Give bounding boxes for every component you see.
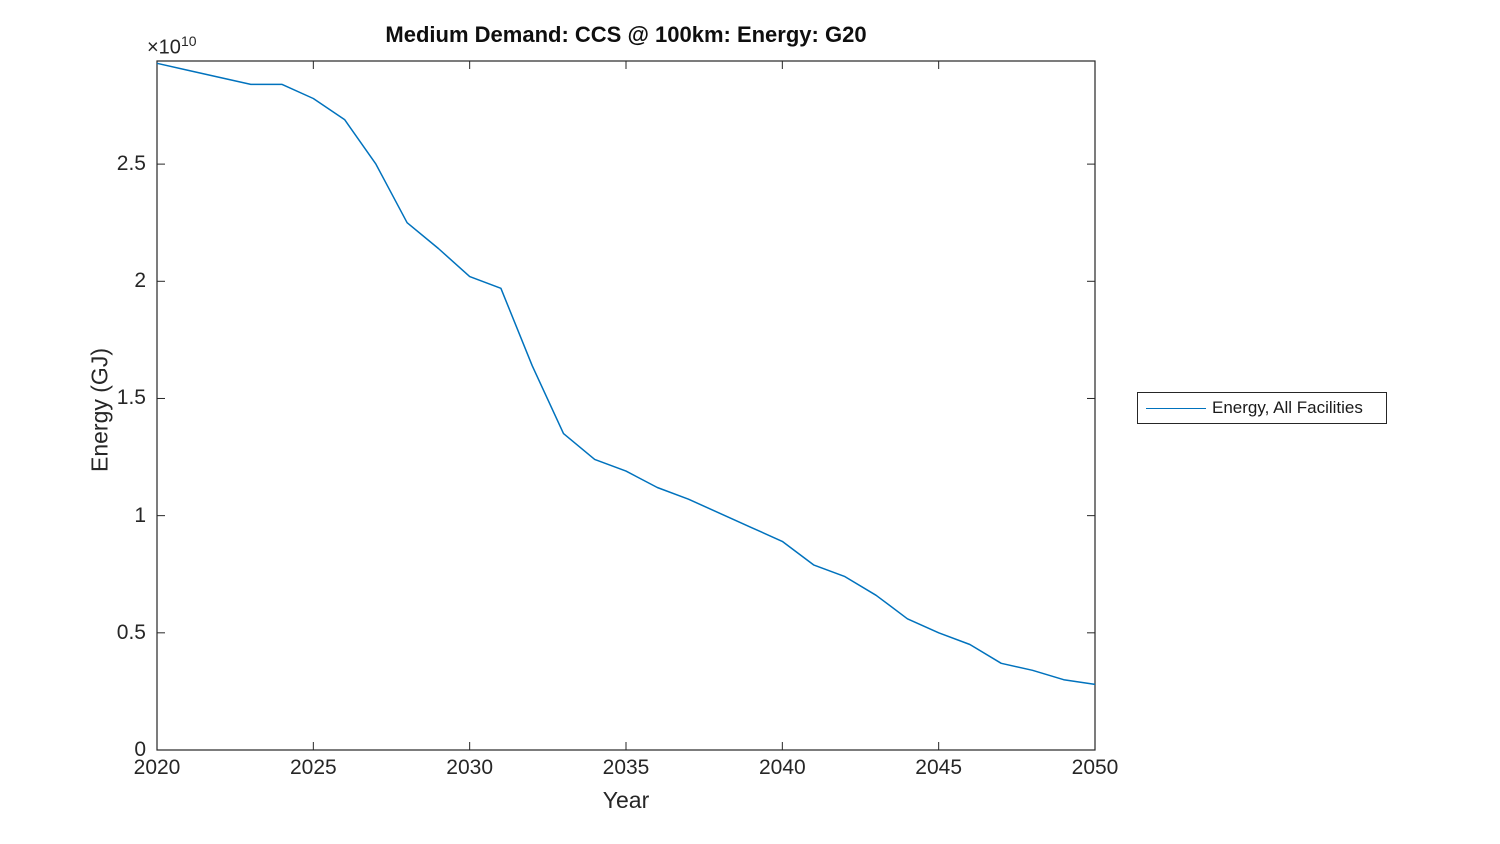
y-axis-exponent-label: ×1010 <box>147 33 197 59</box>
x-axis-label: Year <box>602 787 650 813</box>
x-tick-label: 2025 <box>289 756 337 779</box>
y-tick-label: 0.5 <box>116 620 146 644</box>
x-tick-label: 2030 <box>446 756 494 779</box>
y-tick-label: 0 <box>134 738 146 761</box>
legend-item-label: Energy, All Facilities <box>1212 398 1363 417</box>
legend: Energy, All Facilities <box>1137 392 1387 424</box>
legend-line-sample-icon <box>1146 407 1206 409</box>
y-tick-label: 1.5 <box>116 386 146 410</box>
x-tick-label: 2050 <box>1071 756 1119 779</box>
x-tick-label: 2020 <box>133 756 181 779</box>
x-tick-label: 2045 <box>915 756 963 779</box>
y-axis-label: Energy (GJ) <box>86 348 113 472</box>
chart-title: Medium Demand: CCS @ 100km: Energy: G20 <box>385 22 867 47</box>
x-tick-label: 2035 <box>602 756 650 779</box>
x-tick-label: 2040 <box>758 756 806 779</box>
y-tick-label: 1 <box>134 503 146 527</box>
y-tick-label: 2.5 <box>116 152 146 176</box>
y-tick-label: 2 <box>134 269 146 293</box>
